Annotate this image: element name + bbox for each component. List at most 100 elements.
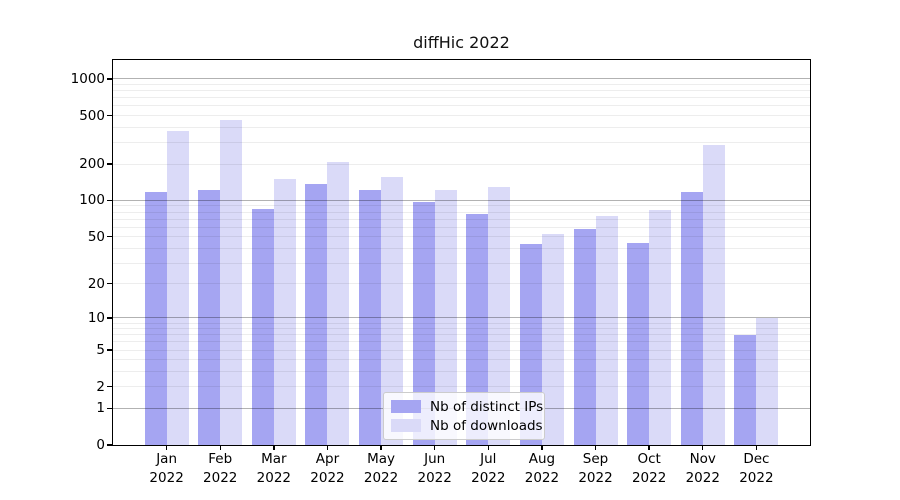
- bar-downloads-jul: [488, 187, 511, 445]
- minor-gridline: [113, 328, 810, 330]
- y-tick-mark: [107, 407, 112, 409]
- y-tick-mark: [107, 317, 112, 319]
- bar-downloads-aug: [541, 233, 564, 445]
- x-tick-label-oct: Oct 2022: [631, 451, 667, 486]
- x-tick-label-aug: Aug 2022: [524, 451, 560, 486]
- legend-label-distinct-ips: Nb of distinct IPs: [430, 398, 544, 415]
- y-tick-mark: [107, 199, 112, 202]
- bar-distinct-ips-dec: [734, 334, 757, 445]
- minor-gridline: [113, 247, 810, 249]
- y-tick-label: 50: [87, 228, 105, 245]
- y-tick-label: 200: [79, 156, 105, 172]
- minor-gridline: [113, 84, 810, 86]
- major-gridline: [113, 78, 810, 80]
- minor-gridline: [113, 359, 810, 361]
- bar-downloads-sep: [595, 216, 618, 445]
- major-gridline: [113, 317, 810, 319]
- y-tick-mark: [107, 386, 112, 388]
- legend-item-downloads: Nb of downloads: [391, 416, 543, 435]
- minor-gridline: [113, 341, 810, 343]
- major-gridline: [113, 199, 810, 201]
- x-tick-mark: [648, 445, 650, 450]
- x-tick-label-jan: Jan 2022: [149, 451, 184, 486]
- x-tick-mark: [273, 445, 275, 450]
- x-tick-mark: [702, 445, 704, 450]
- x-tick-mark: [594, 445, 597, 450]
- x-tick-label-nov: Nov 2022: [685, 451, 720, 486]
- bar-distinct-ips-feb: [198, 190, 221, 445]
- x-tick-mark: [755, 445, 758, 450]
- x-tick-mark: [165, 445, 168, 450]
- x-tick-label-jul: Jul 2022: [471, 451, 506, 486]
- legend: Nb of distinct IPs Nb of downloads: [383, 392, 545, 440]
- chart-title: diffHic 2022: [413, 33, 510, 52]
- minor-gridline: [113, 211, 810, 213]
- y-tick-label: 10: [87, 309, 105, 326]
- minor-gridline: [113, 105, 810, 107]
- y-tick-label: 100: [79, 192, 105, 209]
- bar-downloads-may: [381, 177, 404, 445]
- bar-downloads-dec: [756, 317, 779, 445]
- bar-distinct-ips-nov: [680, 191, 703, 445]
- x-tick-label-feb: Feb 2022: [203, 451, 238, 486]
- bar-downloads-jun: [434, 190, 457, 445]
- minor-gridline: [113, 371, 810, 373]
- y-tick-label: 1000: [70, 70, 105, 87]
- minor-gridline: [113, 386, 810, 388]
- x-tick-mark: [219, 445, 221, 450]
- minor-gridline: [113, 283, 810, 285]
- x-tick-mark: [433, 445, 436, 450]
- minor-gridline: [113, 349, 810, 351]
- bar-downloads-apr: [327, 162, 350, 445]
- bar-distinct-ips-jul: [466, 214, 489, 445]
- bar-distinct-ips-apr: [305, 183, 328, 445]
- x-tick-label-jun: Jun 2022: [417, 451, 452, 486]
- y-tick-label: 1: [96, 400, 105, 417]
- minor-gridline: [113, 218, 810, 220]
- legend-label-downloads: Nb of downloads: [430, 417, 543, 434]
- y-tick-label: 20: [87, 275, 105, 292]
- y-tick-label: 5: [96, 342, 105, 359]
- x-tick-mark: [326, 445, 329, 450]
- x-tick-label-sep: Sep 2022: [578, 451, 613, 486]
- minor-gridline: [113, 90, 810, 92]
- bar-downloads-oct: [649, 209, 672, 445]
- minor-gridline: [113, 334, 810, 336]
- y-tick-mark: [107, 349, 112, 351]
- x-tick-mark: [541, 445, 543, 450]
- plot-area: [113, 60, 810, 445]
- legend-swatch-distinct-ips: [391, 400, 421, 413]
- bar-distinct-ips-oct: [627, 243, 650, 445]
- x-tick-mark: [487, 445, 489, 450]
- legend-item-distinct-ips: Nb of distinct IPs: [391, 397, 543, 416]
- minor-gridline: [113, 142, 810, 144]
- x-tick-label-apr: Apr 2022: [310, 451, 345, 486]
- y-tick-label: 500: [79, 107, 105, 124]
- minor-gridline: [113, 163, 810, 165]
- legend-swatch-downloads: [391, 419, 421, 432]
- y-tick-mark: [107, 235, 112, 238]
- bar-downloads-feb: [220, 119, 243, 445]
- y-tick-mark: [107, 114, 112, 117]
- bar-distinct-ips-jun: [412, 201, 435, 445]
- minor-gridline: [113, 322, 810, 324]
- minor-gridline: [113, 126, 810, 128]
- x-tick-label-may: May 2022: [363, 451, 399, 486]
- bar-distinct-ips-sep: [573, 228, 596, 445]
- y-tick-mark: [107, 444, 112, 446]
- minor-gridline: [113, 262, 810, 264]
- x-tick-label-dec: Dec 2022: [739, 451, 774, 486]
- bar-distinct-ips-may: [359, 190, 382, 445]
- y-tick-mark: [107, 282, 112, 285]
- y-tick-mark: [107, 163, 112, 165]
- y-tick-label: 2: [96, 378, 105, 395]
- minor-gridline: [113, 115, 810, 117]
- bar-downloads-nov: [702, 144, 725, 445]
- minor-gridline: [113, 205, 810, 207]
- bar-distinct-ips-jan: [144, 191, 167, 445]
- minor-gridline: [113, 226, 810, 228]
- x-tick-mark: [380, 445, 382, 450]
- minor-gridline: [113, 97, 810, 99]
- y-tick-label: 0: [96, 437, 105, 453]
